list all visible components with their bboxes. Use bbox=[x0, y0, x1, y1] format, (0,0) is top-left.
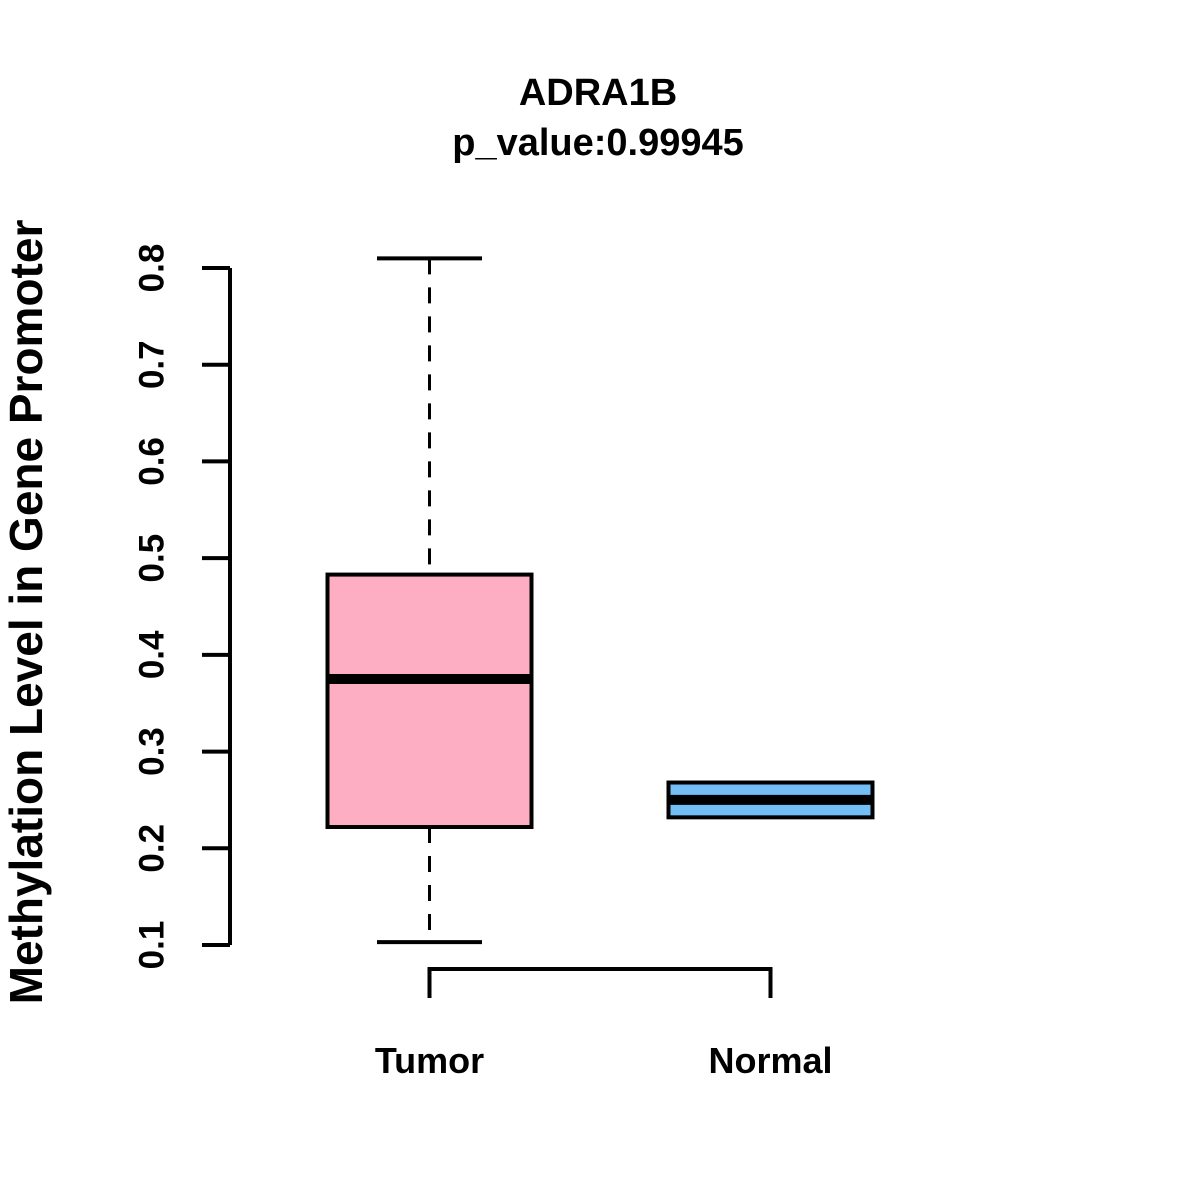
boxplot-boxes bbox=[325, 256, 875, 945]
chart-title: ADRA1B bbox=[519, 72, 677, 114]
chart-subtitle-pvalue: p_value:0.99945 bbox=[452, 122, 744, 164]
y-tick-label: 0.5 bbox=[133, 534, 172, 583]
x-category-label-normal: Normal bbox=[708, 1040, 832, 1081]
iqr-box-tumor bbox=[325, 572, 534, 830]
y-tick-label: 0.2 bbox=[133, 824, 172, 873]
y-tick-label: 0.4 bbox=[133, 630, 172, 679]
x-category-label-tumor: Tumor bbox=[375, 1040, 484, 1081]
y-tick-label: 0.7 bbox=[133, 340, 172, 389]
x-axis-bracket bbox=[427, 967, 773, 998]
y-tick-label: 0.6 bbox=[133, 437, 172, 486]
y-tick-label: 0.1 bbox=[133, 921, 172, 970]
y-axis-ticks: 0.1 0.2 0.3 0.4 0.5 0.6 0.7 0.8 bbox=[133, 244, 230, 970]
y-tick-label: 0.8 bbox=[133, 244, 172, 293]
y-tick-label: 0.3 bbox=[133, 727, 172, 776]
y-axis-label: Methylation Level in Gene Promoter bbox=[0, 220, 52, 1005]
